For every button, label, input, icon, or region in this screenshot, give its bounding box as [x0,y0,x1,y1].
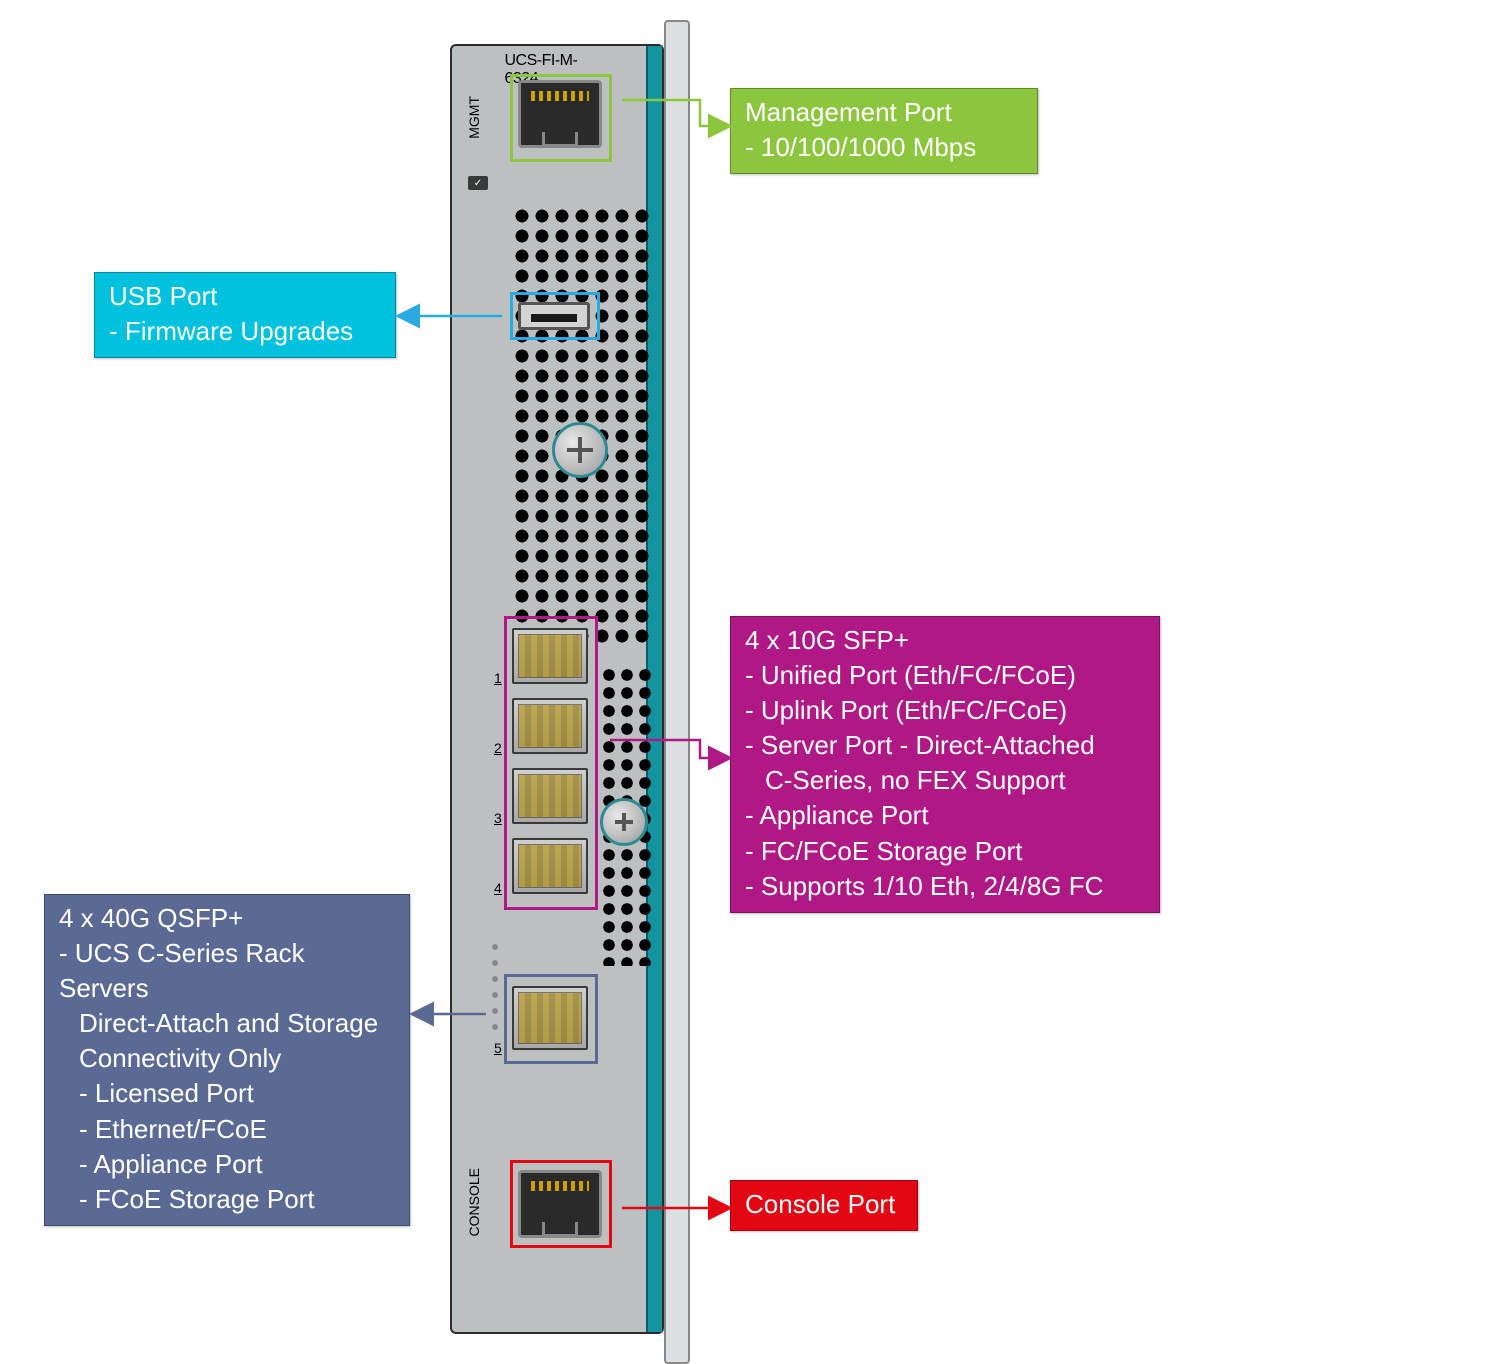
qsfp-line-4: - Ethernet/FCoE [59,1112,395,1147]
sfp-line-3: C-Series, no FEX Support [745,763,1145,798]
diagram-stage: UCS-FI-M-6324 MGMT ✓ 1 2 3 4 5 [0,0,1500,1364]
device-edge [664,20,690,1364]
sfp-port-2 [512,698,588,754]
callout-mgmt: Management Port- 10/100/1000 Mbps [730,88,1038,174]
callout-usb: USB Port- Firmware Upgrades [94,272,396,358]
led-dot-5 [492,1008,498,1014]
sfp-line-1: - Uplink Port (Eth/FC/FCoE) [745,693,1145,728]
qsfp-line-5: - Appliance Port [59,1147,395,1182]
qsfp-line-3: - Licensed Port [59,1076,395,1111]
port-number-1: 1 [494,670,502,686]
led-dot-1 [492,944,498,950]
console-title: Console Port [745,1187,903,1222]
port-number-4: 4 [494,880,502,896]
qsfp-port-5 [512,986,588,1050]
led-dot-3 [492,976,498,982]
callout-console: Console Port [730,1180,918,1231]
mgmt-port [518,80,602,148]
port-number-2: 2 [494,740,502,756]
led-dot-6 [492,1024,498,1030]
callout-qsfp: 4 x 40G QSFP+- UCS C-Series Rack Servers… [44,894,410,1226]
mgmt-title: Management Port [745,95,1023,130]
led-dot-4 [492,992,498,998]
port-number-3: 3 [494,810,502,826]
status-led-icon: ✓ [468,176,488,190]
usb-port [518,302,590,330]
sfp-line-5: - FC/FCoE Storage Port [745,834,1145,869]
sfp-line-0: - Unified Port (Eth/FC/FCoE) [745,658,1145,693]
qsfp-title: 4 x 40G QSFP+ [59,901,395,936]
sfp-line-4: - Appliance Port [745,798,1145,833]
captive-screw-mid [600,798,648,846]
usb-line-0: - Firmware Upgrades [109,314,381,349]
sfp-title: 4 x 10G SFP+ [745,623,1145,658]
led-dot-2 [492,960,498,966]
callout-sfp: 4 x 10G SFP+- Unified Port (Eth/FC/FCoE)… [730,616,1160,913]
qsfp-line-6: - FCoE Storage Port [59,1182,395,1217]
sfp-line-6: - Supports 1/10 Eth, 2/4/8G FC [745,869,1145,904]
sfp-port-1 [512,628,588,684]
qsfp-line-2: Connectivity Only [59,1041,395,1076]
mgmt-side-label: MGMT [466,96,482,139]
mgmt-line-0: - 10/100/1000 Mbps [745,130,1023,165]
sfp-port-4 [512,838,588,894]
qsfp-line-1: Direct-Attach and Storage [59,1006,395,1041]
sfp-port-3 [512,768,588,824]
port-number-5: 5 [494,1040,502,1056]
console-port [518,1170,602,1238]
console-side-label: CONSOLE [466,1168,482,1236]
device-faceplate: UCS-FI-M-6324 MGMT ✓ 1 2 3 4 5 [450,44,664,1334]
usb-title: USB Port [109,279,381,314]
sfp-line-2: - Server Port - Direct-Attached [745,728,1145,763]
captive-screw-top [552,422,608,478]
qsfp-line-0: - UCS C-Series Rack Servers [59,936,395,1006]
